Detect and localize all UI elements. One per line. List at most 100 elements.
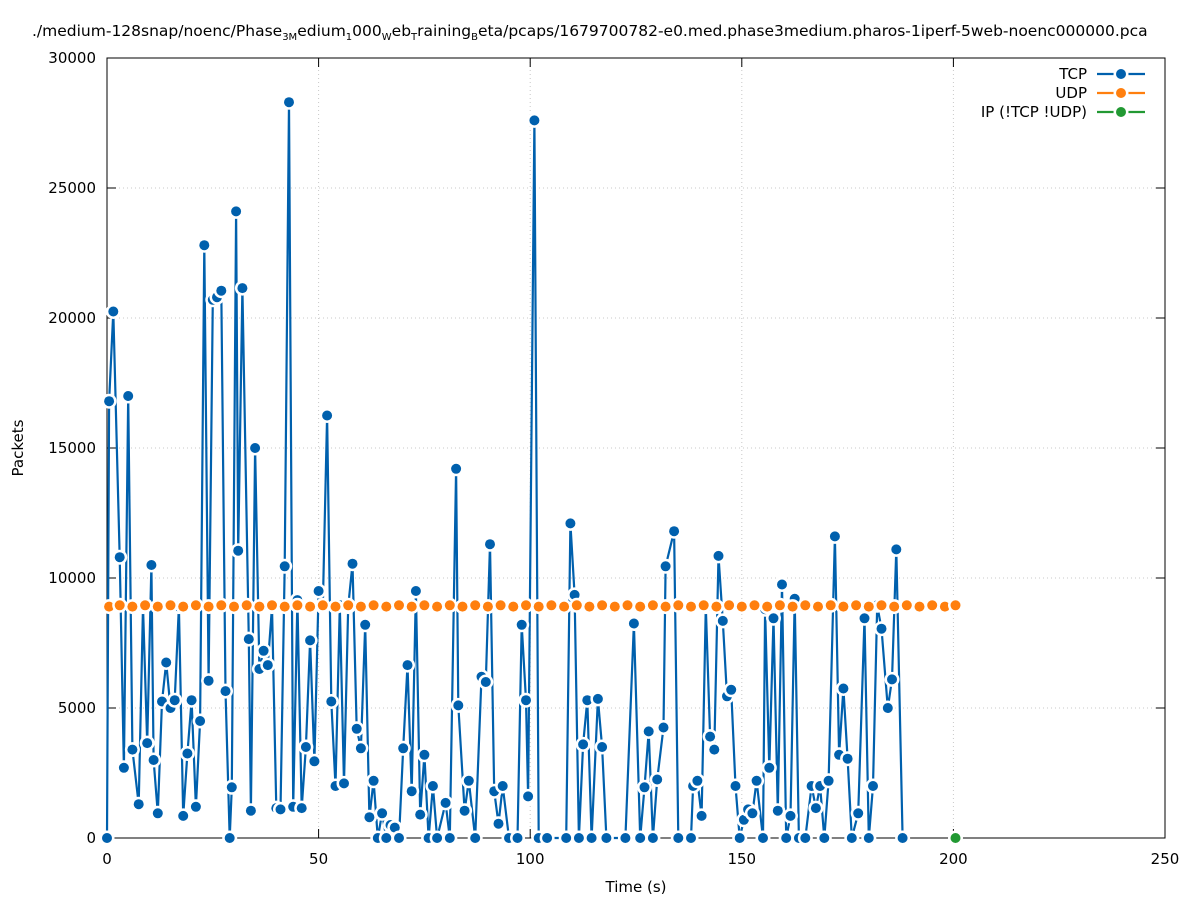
data-point bbox=[863, 601, 874, 612]
data-point bbox=[258, 645, 269, 656]
data-point bbox=[768, 613, 779, 624]
data-point bbox=[148, 755, 159, 765]
data-point bbox=[819, 833, 830, 843]
data-point bbox=[480, 677, 491, 687]
data-point bbox=[736, 601, 747, 612]
data-point bbox=[734, 833, 745, 843]
legend-marker bbox=[1116, 69, 1126, 79]
title-subscript: W bbox=[382, 32, 392, 43]
data-point bbox=[482, 601, 493, 612]
data-point bbox=[647, 600, 658, 611]
data-point bbox=[777, 579, 787, 590]
title-subscript: T bbox=[410, 32, 418, 43]
data-point bbox=[639, 782, 650, 793]
data-point bbox=[660, 601, 671, 612]
data-point bbox=[686, 833, 696, 843]
data-point bbox=[810, 803, 821, 814]
data-point bbox=[950, 600, 961, 611]
data-point bbox=[724, 600, 735, 611]
data-point bbox=[152, 601, 163, 612]
data-point bbox=[660, 561, 671, 572]
series-line bbox=[105, 101, 904, 840]
data-point bbox=[364, 812, 375, 823]
data-point bbox=[178, 810, 189, 821]
data-point bbox=[394, 600, 404, 611]
data-point bbox=[497, 781, 508, 791]
data-point bbox=[279, 561, 290, 572]
legend-marker bbox=[1116, 107, 1126, 117]
data-point bbox=[300, 742, 311, 752]
data-point bbox=[592, 693, 603, 704]
data-point bbox=[762, 601, 773, 612]
data-point bbox=[813, 601, 823, 612]
data-point bbox=[859, 613, 870, 624]
data-point bbox=[512, 833, 523, 843]
data-point bbox=[381, 601, 392, 612]
title-segment: eb bbox=[392, 22, 411, 40]
data-point bbox=[250, 443, 261, 453]
data-point bbox=[254, 601, 265, 612]
data-point bbox=[698, 600, 709, 611]
data-point bbox=[220, 686, 231, 697]
data-point bbox=[463, 775, 474, 786]
data-point bbox=[339, 778, 349, 789]
data-point bbox=[127, 601, 138, 612]
data-point bbox=[432, 601, 443, 612]
y-tick-label: 0 bbox=[86, 829, 96, 847]
legend-label: UDP bbox=[1055, 84, 1087, 102]
data-point bbox=[410, 586, 421, 596]
data-point bbox=[152, 808, 163, 819]
data-point bbox=[620, 833, 631, 843]
data-point bbox=[516, 619, 527, 630]
data-point bbox=[838, 601, 849, 612]
data-point bbox=[914, 601, 925, 612]
series-0 bbox=[99, 94, 911, 846]
data-point bbox=[842, 753, 853, 764]
data-point bbox=[692, 775, 703, 786]
axis-ticks: 0 50 100 150 200 250 0 5000 10000 15000 20000 25000… bbox=[48, 49, 1179, 868]
data-point bbox=[190, 801, 201, 812]
data-point bbox=[939, 601, 950, 612]
data-point bbox=[523, 791, 534, 802]
data-point bbox=[444, 600, 455, 611]
data-point bbox=[658, 722, 669, 733]
data-point bbox=[233, 545, 244, 556]
data-point bbox=[726, 684, 737, 695]
legend-marker bbox=[1116, 88, 1126, 98]
data-point bbox=[127, 744, 138, 755]
x-tick-label: 0 bbox=[102, 850, 112, 868]
data-point bbox=[529, 115, 540, 126]
data-point bbox=[186, 695, 197, 706]
data-point bbox=[355, 601, 366, 612]
data-point bbox=[305, 601, 316, 612]
data-point bbox=[368, 600, 379, 611]
data-point bbox=[635, 833, 646, 843]
data-point bbox=[104, 601, 115, 612]
data-point bbox=[190, 600, 201, 611]
series-2 bbox=[948, 830, 963, 846]
data-point bbox=[561, 833, 572, 843]
data-point bbox=[224, 833, 235, 843]
data-point bbox=[573, 833, 584, 843]
data-point bbox=[313, 586, 324, 596]
data-point bbox=[284, 97, 294, 108]
data-point bbox=[876, 600, 887, 611]
data-point bbox=[493, 818, 504, 829]
data-point bbox=[508, 601, 519, 612]
data-point bbox=[758, 833, 768, 843]
data-point bbox=[459, 805, 470, 816]
data-point bbox=[586, 833, 597, 843]
data-point bbox=[377, 808, 388, 819]
data-point bbox=[876, 623, 887, 634]
data-point bbox=[584, 601, 595, 612]
data-point bbox=[241, 600, 252, 611]
data-point bbox=[419, 749, 430, 760]
data-point bbox=[628, 618, 639, 629]
data-point bbox=[432, 833, 443, 843]
data-point bbox=[730, 781, 741, 791]
data-point bbox=[709, 744, 720, 755]
data-point bbox=[521, 600, 531, 611]
data-point bbox=[279, 601, 290, 612]
data-point bbox=[652, 774, 663, 785]
data-point bbox=[457, 601, 468, 612]
